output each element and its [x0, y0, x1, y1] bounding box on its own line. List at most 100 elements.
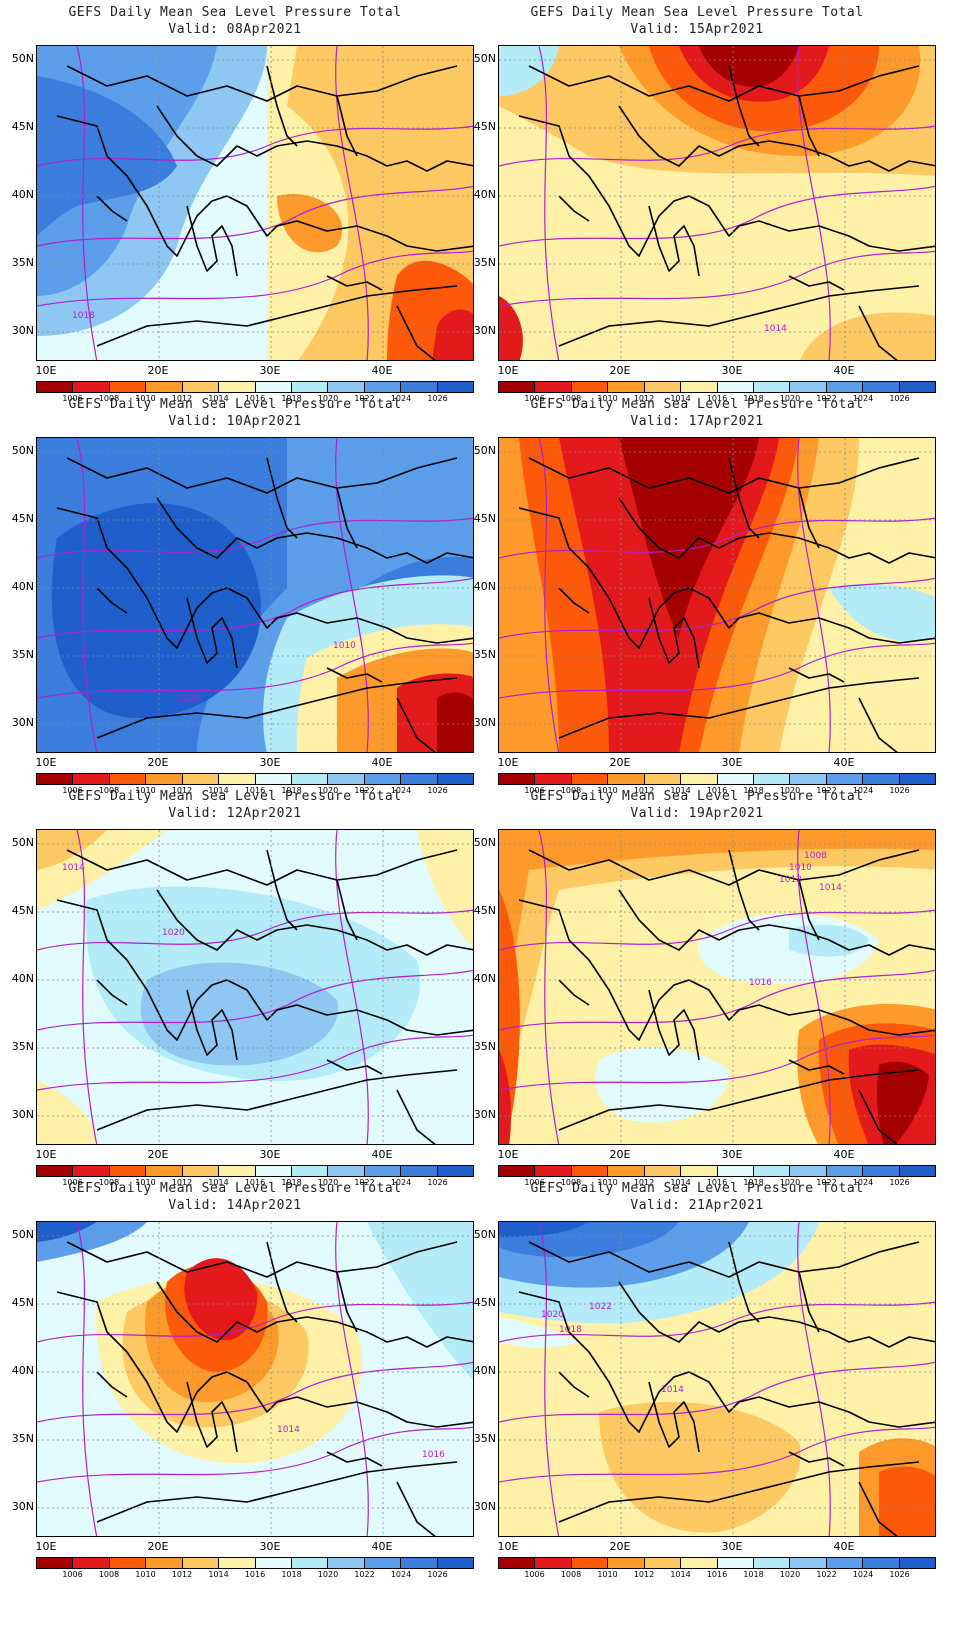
- isobar-line-2: [37, 1034, 473, 1091]
- coastline-border-5: [156, 497, 278, 559]
- colorbar-swatch: [145, 774, 182, 784]
- colorbar-swatch: [570, 1166, 608, 1176]
- colorbar-swatch: [499, 1166, 535, 1176]
- colorbar-label: 1014: [670, 1178, 691, 1187]
- map-canvas: 1008 1010 1012 1014 1016: [499, 830, 935, 1144]
- pressure-map: 1018: [36, 45, 474, 361]
- colorbar-label: 1016: [244, 786, 266, 795]
- colorbar-swatch: [643, 382, 681, 392]
- colorbar-label: 1008: [98, 786, 120, 795]
- colorbar-label: 1018: [743, 786, 764, 795]
- colorbar-swatch: [862, 382, 899, 392]
- y-axis-tick-label: 40N: [473, 1364, 496, 1377]
- pressure-field-region-6: [37, 1080, 97, 1144]
- coastline-border-10: [788, 667, 845, 683]
- isobar-label: 1010: [333, 641, 356, 651]
- x-axis-tick-label: 10E: [497, 756, 519, 769]
- x-axis-tick-label: 20E: [609, 1540, 631, 1553]
- colorbar-swatch: [825, 382, 863, 392]
- forecast-panel-17Apr2021: GEFS Daily Mean Sea Level Pressure Total…: [462, 392, 936, 800]
- x-axis-tick-label: 30E: [721, 1148, 743, 1161]
- coastline-border-2: [558, 677, 920, 739]
- coastline-border-10: [326, 1059, 383, 1075]
- colorbar-label: 1024: [852, 394, 874, 403]
- panel-valid-date: Valid: 17Apr2021: [630, 414, 764, 429]
- colorbar-label: 1018: [743, 1570, 764, 1579]
- colorbar-swatch: [825, 774, 863, 784]
- colorbar-label: 1022: [354, 1570, 375, 1579]
- panel-title: GEFS Daily Mean Sea Level Pressure Total: [68, 1181, 402, 1196]
- panel-valid-date: Valid: 14Apr2021: [168, 1198, 302, 1213]
- colorbar-swatch: [680, 1558, 717, 1568]
- coastline-border-2: [558, 1069, 920, 1131]
- colorbar-swatch: [327, 774, 364, 784]
- colorbar-label: 1006: [62, 1570, 83, 1579]
- coastline-border-10: [788, 275, 845, 291]
- coastline-border-0: [518, 899, 740, 1041]
- isobar-label: 1020: [541, 1310, 564, 1320]
- coastline-border-3: [738, 532, 935, 564]
- isobar-line-2: [499, 250, 935, 307]
- isobar-line-1: [37, 1361, 473, 1423]
- coastline-border-7: [728, 457, 760, 539]
- coastline-border-4: [528, 849, 920, 886]
- isobar-label: 1014: [661, 1385, 684, 1395]
- colorbar-swatch: [680, 774, 717, 784]
- coastline-border-8: [798, 1271, 820, 1333]
- pressure-field-region-4: [499, 1222, 589, 1237]
- pressure-map: 1014 1016: [36, 1221, 474, 1537]
- colorbar-label: 1020: [779, 394, 801, 403]
- colorbar-swatch: [290, 774, 328, 784]
- coastline-border-11: [558, 1371, 590, 1398]
- x-axis-tick-label: 20E: [147, 364, 169, 377]
- colorbar-swatch: [607, 1558, 644, 1568]
- coastline-border-0: [518, 507, 740, 649]
- forecast-panel-10Apr2021: GEFS Daily Mean Sea Level Pressure Total…: [0, 392, 474, 800]
- coastline-border-1: [738, 612, 935, 644]
- coastline-border-2: [558, 1461, 920, 1523]
- pressure-field-region-4: [37, 830, 107, 870]
- coastline-border-8: [798, 95, 820, 157]
- colorbar-label: 1024: [390, 786, 412, 795]
- colorbar-label: 1018: [281, 1570, 302, 1579]
- coastline-border-11: [96, 979, 128, 1006]
- colorbar-swatch: [254, 1166, 291, 1176]
- pressure-field-region-10: [876, 1061, 929, 1144]
- forecast-panel-12Apr2021: GEFS Daily Mean Sea Level Pressure Total…: [0, 784, 474, 1192]
- coastline-border-0: [56, 507, 278, 649]
- colorbar-label: 1008: [98, 1570, 120, 1579]
- coastline-border-1: [738, 1004, 935, 1036]
- isobar-label: 1022: [589, 1302, 612, 1312]
- colorbar-swatch: [72, 1166, 109, 1176]
- isobar-line-1: [499, 577, 935, 639]
- isobar-label: 1012: [779, 875, 802, 885]
- colorbar-label: 1012: [171, 786, 193, 795]
- y-axis-tick-label: 35N: [473, 648, 496, 661]
- coastline-border-1: [738, 220, 935, 252]
- colorbar-label: 1022: [816, 394, 837, 403]
- colorbar-label: 1012: [633, 394, 655, 403]
- colorbar-label: 1006: [524, 1570, 545, 1579]
- colorbar-swatch: [825, 1166, 863, 1176]
- colorbar-swatch: [716, 1558, 753, 1568]
- coastline-border-4: [66, 65, 458, 102]
- coastline-border-10: [788, 1451, 845, 1467]
- colorbar-swatch: [534, 382, 571, 392]
- coastline-border-6: [186, 205, 238, 277]
- coastline-border-9: [858, 697, 898, 752]
- colorbar-swatch: [643, 1558, 681, 1568]
- x-axis-tick-label: 30E: [721, 1540, 743, 1553]
- y-axis-tick-label: 40N: [473, 580, 496, 593]
- colorbar-swatch: [607, 774, 644, 784]
- colorbar-swatch: [680, 1166, 717, 1176]
- colorbar-swatch: [218, 382, 255, 392]
- pressure-map: 1014: [498, 45, 936, 361]
- coastline-border-10: [326, 667, 383, 683]
- coastline-border-1: [276, 1396, 473, 1428]
- coastline-border-9: [396, 1089, 436, 1144]
- pressure-field-region-8: [879, 1466, 935, 1536]
- coastline-border-5: [618, 497, 740, 559]
- isobar-label: 1014: [62, 863, 85, 873]
- coastline-border-11: [96, 195, 128, 222]
- y-axis-tick-label: 45N: [473, 512, 496, 525]
